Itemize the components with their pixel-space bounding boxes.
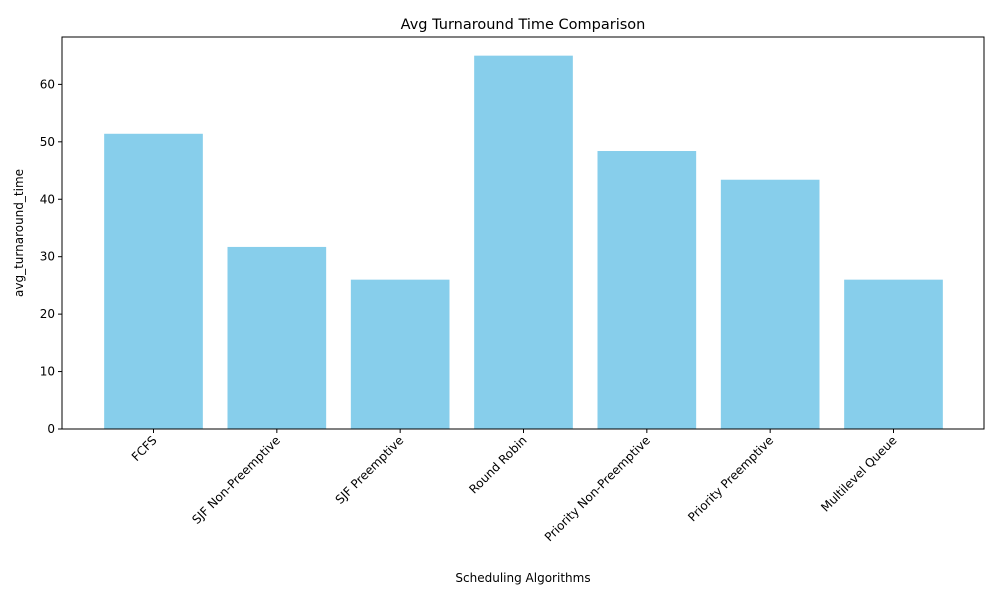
y-tick-label: 0 <box>47 422 55 436</box>
bar-priority-non-preemptive <box>597 151 697 429</box>
bar-sjf-non-preemptive <box>227 246 327 429</box>
y-tick-label: 30 <box>40 250 55 264</box>
chart-title: Avg Turnaround Time Comparison <box>401 17 646 33</box>
y-tick-label: 40 <box>40 192 55 206</box>
bar-sjf-preemptive <box>350 279 450 429</box>
y-tick-label: 10 <box>40 365 55 379</box>
y-tick-label: 20 <box>40 307 55 321</box>
bar-priority-preemptive <box>720 179 820 429</box>
y-axis: 0 10 20 30 40 50 60 <box>40 77 62 436</box>
bars <box>104 55 943 430</box>
bar-fcfs <box>104 133 203 429</box>
y-tick-label: 50 <box>40 135 55 149</box>
y-tick-label: 60 <box>40 77 55 91</box>
bar-multilevel-queue <box>844 279 943 429</box>
bar-round-robin <box>474 55 573 430</box>
plot-frame <box>61 36 985 430</box>
y-axis-label: avg_turnaround_time <box>12 169 26 297</box>
x-axis-label: Scheduling Algorithms <box>455 571 590 585</box>
